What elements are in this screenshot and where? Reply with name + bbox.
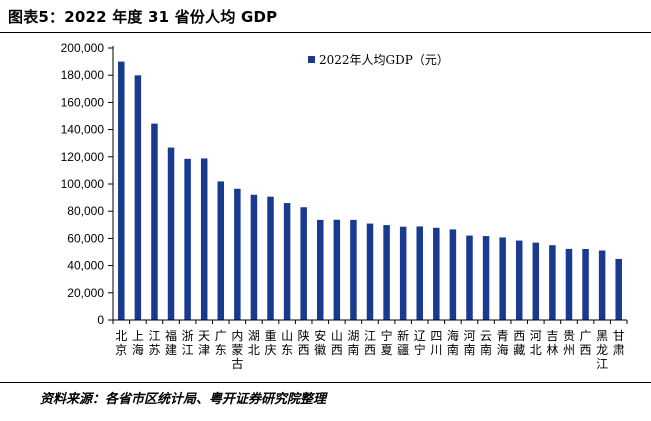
legend: 2022年人均GDP（元） [308, 53, 449, 67]
y-tick-label: 160,000 [61, 95, 105, 109]
y-tick-label: 0 [97, 313, 104, 327]
x-tick-label: 安徽 [314, 328, 326, 357]
y-tick-label: 40,000 [67, 259, 104, 273]
x-tick-label: 广东 [215, 329, 227, 357]
x-tick-label: 江苏 [148, 329, 160, 357]
bar [118, 61, 125, 320]
x-tick-label: 贵州 [563, 329, 575, 357]
x-tick-label: 天津 [198, 329, 210, 357]
bar [267, 196, 274, 320]
bar [134, 75, 142, 320]
x-tick-label: 吉林 [546, 329, 558, 357]
bar [366, 223, 374, 320]
x-tick-label: 西藏 [513, 329, 525, 357]
y-tick-label: 80,000 [67, 204, 104, 218]
bar [433, 227, 440, 320]
y-axis-ticks: 0 20,000 40,000 60,000 80,000 100,000 120,000 1… [61, 41, 113, 327]
bar [350, 219, 357, 320]
x-tick-label: 山东 [281, 329, 293, 357]
x-tick-label: 内蒙古 [231, 329, 243, 371]
x-tick-label: 云南 [480, 329, 492, 357]
x-tick-label: 江西 [364, 329, 376, 357]
bar [482, 236, 490, 320]
figure-title: 图表5：2022 年度 31 省份人均 GDP [8, 8, 278, 26]
bar [515, 240, 523, 320]
x-tick-label: 河北 [530, 329, 542, 357]
bar [250, 194, 258, 320]
bar [151, 123, 158, 320]
bar [449, 229, 457, 320]
legend-swatch [308, 56, 315, 63]
x-tick-label: 陕西 [298, 328, 310, 357]
x-tick-label: 新疆 [397, 328, 409, 357]
bar [317, 219, 324, 320]
y-tick-label: 180,000 [61, 68, 105, 82]
y-tick-label: 200,000 [61, 41, 105, 55]
bar [283, 203, 291, 320]
x-axis-labels: 北京上海江苏福建浙江天津广东内蒙古湖北重庆山东陕西安徽山西湖南江西宁夏新疆辽宁四… [115, 328, 624, 371]
x-tick-label: 青海 [497, 329, 509, 357]
bar [549, 245, 556, 320]
bar [399, 226, 407, 320]
axes [112, 46, 628, 324]
bar [333, 219, 341, 320]
bar [565, 248, 573, 320]
bar [184, 158, 191, 320]
y-tick-label: 100,000 [61, 177, 105, 191]
bar [466, 235, 473, 320]
x-tick-label: 黑龙江 [596, 329, 608, 371]
source-note: 资料来源：各省市区统计局、粤开证券研究院整理 [40, 392, 327, 407]
bar [532, 242, 540, 320]
bar [582, 249, 589, 320]
y-tick-label: 60,000 [67, 231, 104, 245]
x-tick-label: 宁夏 [381, 328, 393, 357]
bar [234, 188, 241, 320]
x-tick-label: 广西 [580, 329, 592, 357]
bar [217, 181, 225, 320]
x-tick-label: 福建 [165, 328, 177, 357]
y-tick-label: 140,000 [61, 123, 105, 137]
bar [499, 237, 506, 320]
x-tick-label: 山西 [331, 329, 343, 357]
bar [615, 258, 622, 320]
x-tick-label: 湖南 [347, 328, 359, 357]
bar [167, 147, 175, 320]
x-tick-label: 河南 [463, 329, 475, 357]
bar [383, 225, 390, 320]
bar-series [118, 61, 622, 320]
x-tick-label: 四川 [430, 329, 442, 357]
x-tick-label: 重庆 [265, 329, 277, 357]
x-tick-label: 湖北 [248, 328, 260, 357]
x-tick-label: 浙江 [182, 329, 194, 357]
x-tick-label: 上海 [132, 329, 144, 357]
title-divider [0, 32, 651, 33]
bar-chart: 0 20,000 40,000 60,000 80,000 100,000 120,000 1… [61, 41, 628, 371]
y-tick-label: 120,000 [61, 150, 105, 164]
x-tick-label: 甘肃 [613, 329, 625, 357]
bar [300, 207, 307, 320]
legend-label: 2022年人均GDP（元） [319, 53, 449, 67]
x-tick-label: 海南 [447, 328, 459, 357]
bar [200, 158, 208, 320]
bar [416, 226, 423, 320]
y-tick-label: 20,000 [67, 286, 104, 300]
x-tick-label: 北京 [115, 329, 127, 357]
bar [598, 250, 606, 320]
x-tick-label: 辽宁 [414, 329, 426, 357]
source-divider [0, 382, 651, 383]
